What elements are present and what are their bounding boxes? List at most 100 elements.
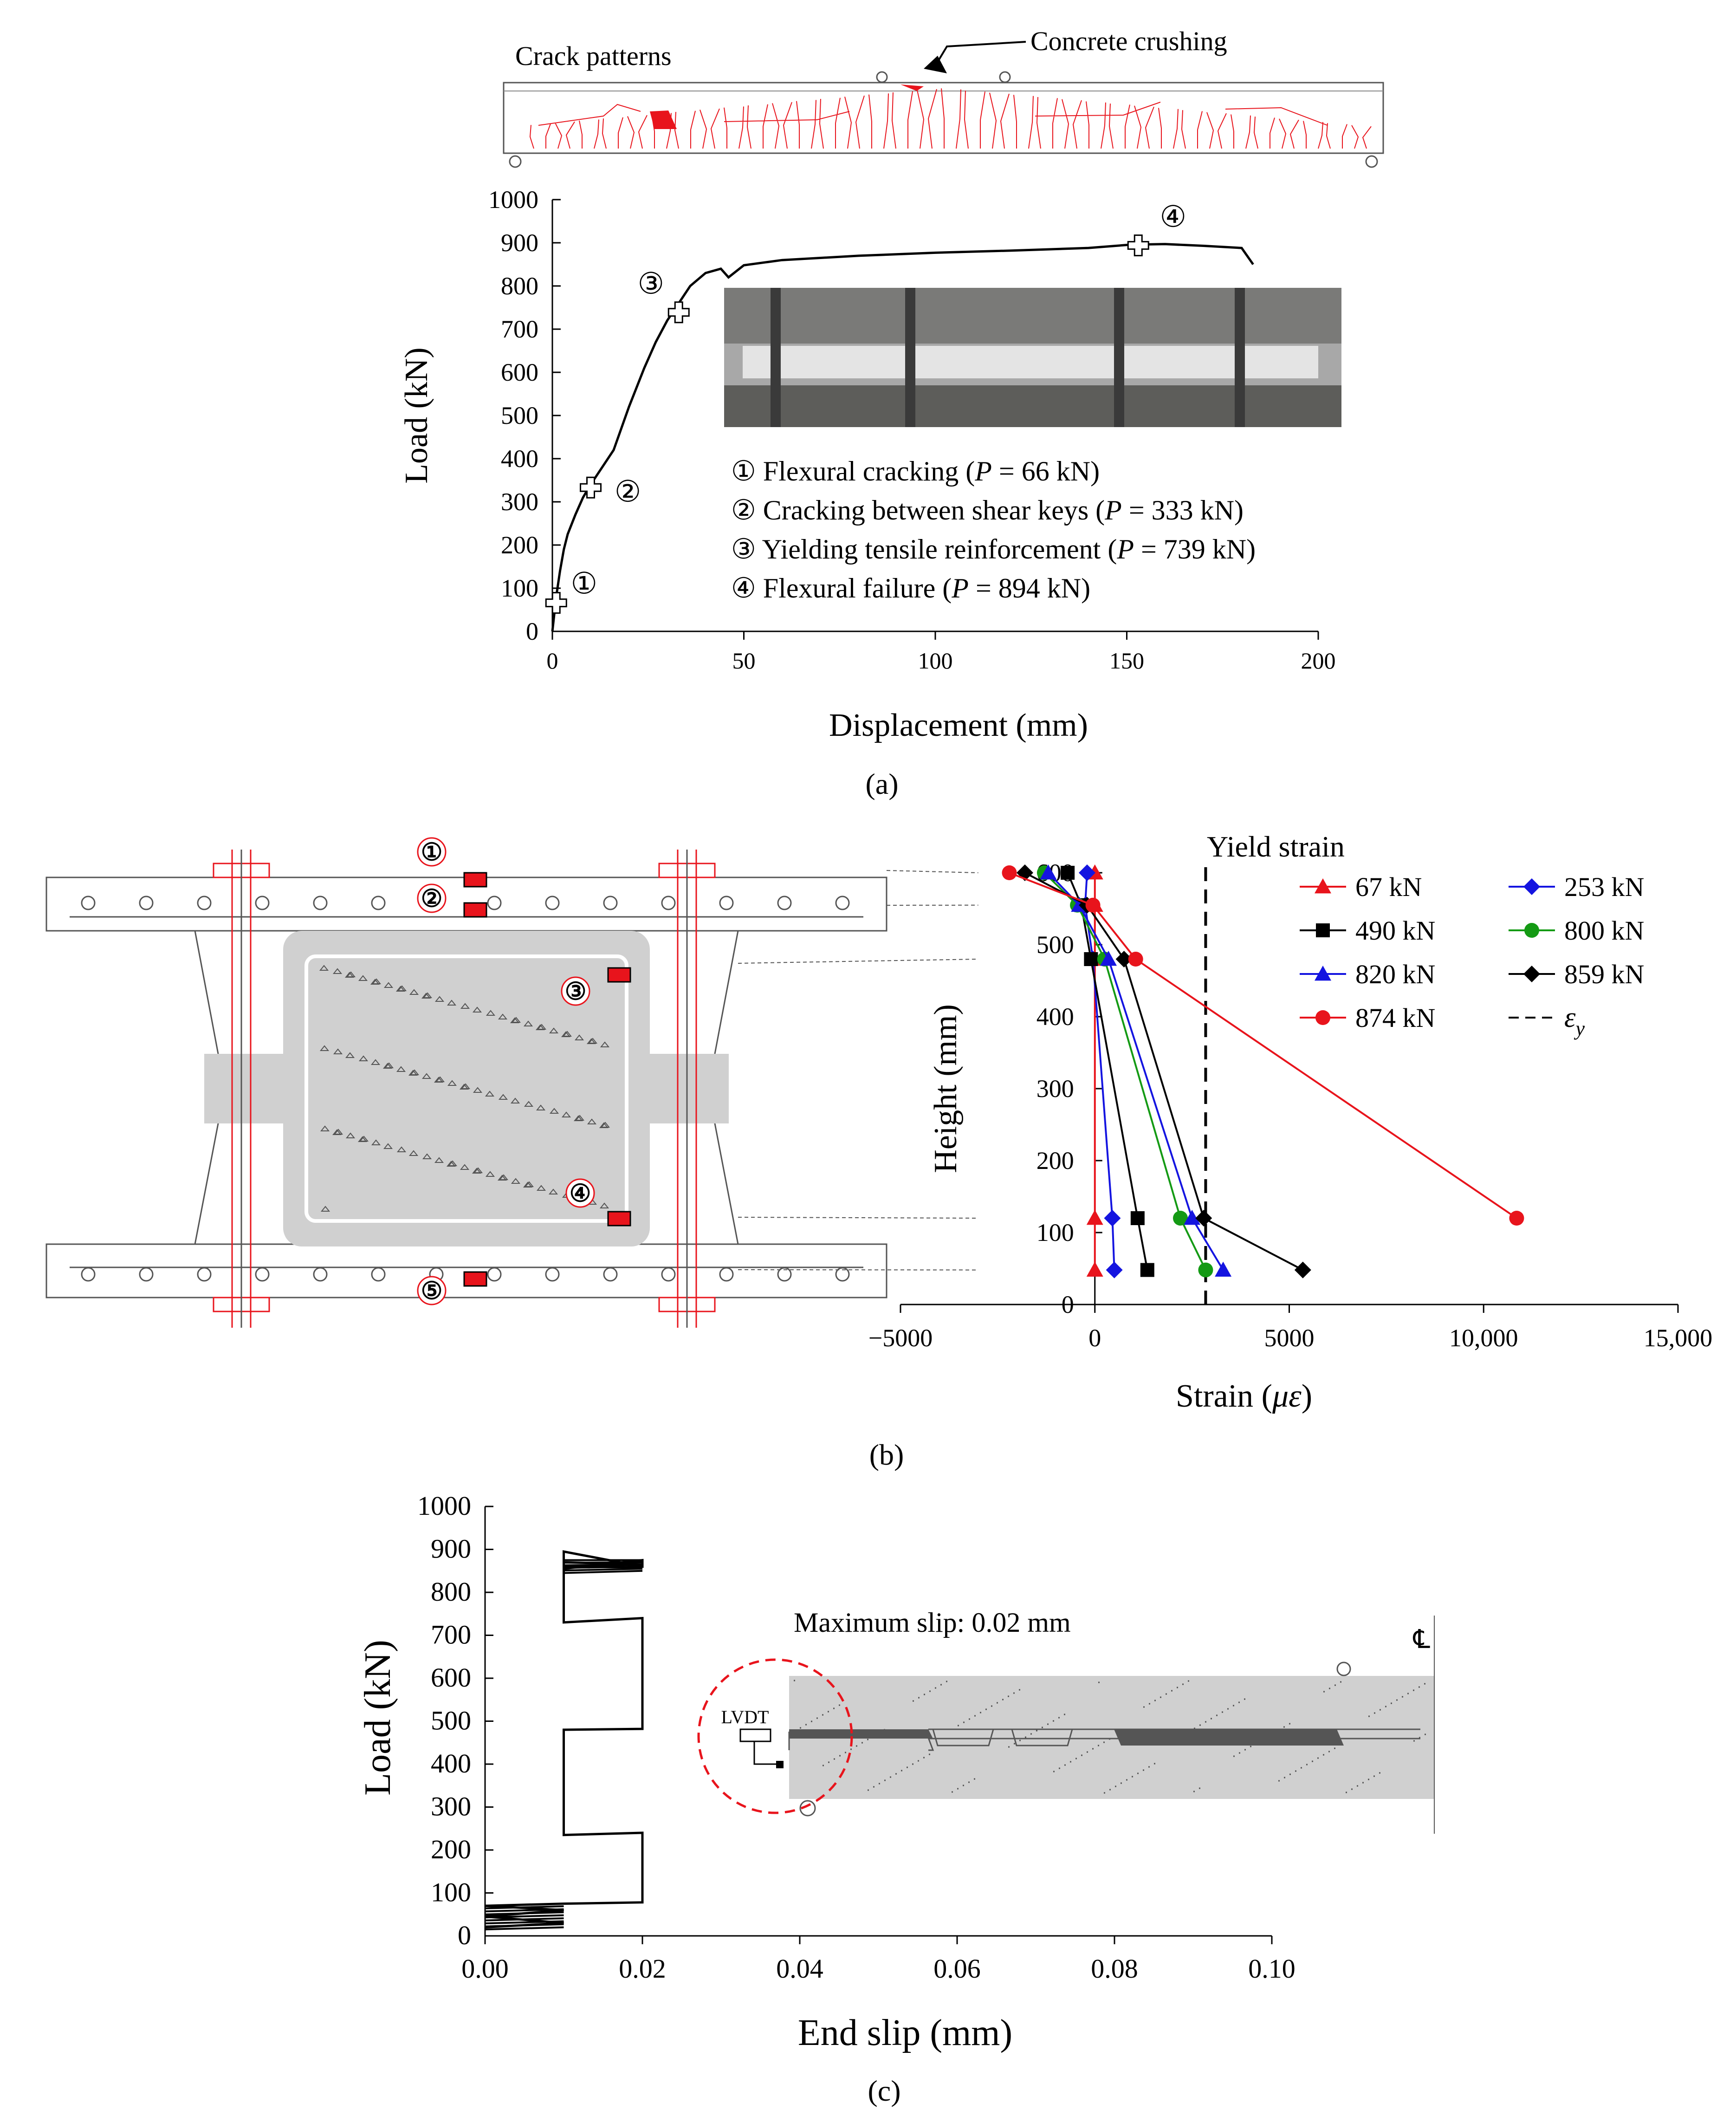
- event-marker: [580, 476, 602, 499]
- strand: [371, 896, 386, 910]
- shear-key-left: [789, 1729, 933, 1739]
- panel-a-label: (a): [865, 767, 898, 800]
- series-line: [1084, 872, 1115, 1270]
- test-photo: [724, 288, 1341, 427]
- series-line: [1067, 872, 1148, 1270]
- x-tick-label: 15,000: [1644, 1324, 1713, 1352]
- series-490-kN: [1061, 866, 1154, 1277]
- strand: [545, 1267, 560, 1282]
- y-tick-label: 300: [1036, 1075, 1074, 1103]
- gauge-label: ④: [570, 1181, 591, 1207]
- series-point: [1106, 1261, 1123, 1279]
- event-description: ② Cracking between shear keys (P = 333 k…: [731, 495, 1244, 526]
- event-marker-label: ①: [571, 567, 597, 600]
- event-description: ① Flexural cracking (P = 66 kN): [731, 456, 1100, 487]
- series-line: [1009, 872, 1517, 1219]
- crack-pattern-diagram: [503, 71, 1384, 168]
- max-slip-label: Maximum slip: 0.02 mm: [794, 1607, 1071, 1638]
- y-tick-label: 900: [501, 229, 538, 257]
- series-point: [1128, 952, 1143, 967]
- strain-gauge: [463, 902, 487, 918]
- series-point: [1085, 897, 1101, 913]
- shear-key-profile: [928, 1728, 1420, 1746]
- legend: 67 kN 253 kN 490 kN 800 kN 820 kN 859 kN 874 k…: [1300, 872, 1644, 1040]
- strand: [661, 1267, 676, 1282]
- series-point: [1140, 1263, 1154, 1277]
- x-tick-label: 10,000: [1449, 1324, 1518, 1352]
- support-left: [509, 155, 522, 168]
- x-tick-label: 0: [547, 648, 558, 674]
- photo-frame-column: [771, 288, 781, 427]
- x-tick-label: 0.00: [461, 1954, 509, 1984]
- y-tick-label: 800: [501, 272, 538, 300]
- strain-gauge: [607, 967, 631, 983]
- y-tick-label: 600: [501, 358, 538, 386]
- spalled-region: [650, 110, 677, 129]
- x-tick-label: 0.06: [933, 1954, 981, 1984]
- strand: [197, 1267, 212, 1282]
- y-tick-label: 400: [501, 445, 538, 473]
- strand: [313, 896, 328, 910]
- series-point: [1084, 952, 1098, 966]
- gauge-label: ②: [421, 886, 443, 912]
- support-right: [1365, 155, 1378, 168]
- gauge-marker: [565, 1178, 595, 1208]
- load-point-left: [876, 71, 888, 83]
- series-point: [1294, 1261, 1311, 1279]
- inset-aggregate: [794, 1680, 1426, 1794]
- series-point: [1079, 864, 1095, 881]
- legend-label: 874 kN: [1355, 1003, 1435, 1033]
- series-point: [1523, 878, 1540, 895]
- event-marker: [1127, 234, 1149, 257]
- lvdt-bracket: [753, 1741, 780, 1765]
- series-point: [1184, 1210, 1201, 1225]
- event-description: ④ Flexural failure (P = 894 kN): [731, 573, 1090, 604]
- event-marker: [667, 301, 690, 324]
- photo-frame-column: [905, 288, 915, 427]
- series-859-kN: [1017, 864, 1311, 1279]
- x-tick-label: 0.02: [619, 1954, 666, 1984]
- gauge-marker: [561, 976, 590, 1006]
- y-tick-label: 700: [431, 1620, 471, 1650]
- crushing-zone: [900, 84, 924, 91]
- x-tick-label: 150: [1109, 648, 1144, 674]
- crushing-arrow-head: [924, 56, 947, 73]
- x-tick-label: 100: [918, 648, 953, 674]
- series-point: [1086, 1210, 1103, 1225]
- strand: [313, 1267, 328, 1282]
- y-tick-label: 1000: [417, 1491, 471, 1521]
- y-tick-label: 200: [1036, 1147, 1074, 1175]
- strain-gauge: [463, 872, 487, 888]
- series-point: [1509, 1211, 1524, 1226]
- series-point: [1086, 1261, 1103, 1277]
- x-tick-label: 0.08: [1091, 1954, 1138, 1984]
- y-tick-label: 0: [1062, 1291, 1074, 1318]
- y-tick-label: 500: [431, 1706, 471, 1736]
- panel-b-label: (b): [869, 1438, 904, 1471]
- crack-patterns-label: Crack patterns: [515, 41, 672, 71]
- x-tick-label: 0: [1088, 1324, 1101, 1352]
- y-axis-title: Load (kN): [357, 1640, 398, 1795]
- y-tick-label: 700: [501, 315, 538, 343]
- event-marker-label: ④: [1160, 201, 1186, 234]
- strand: [719, 1267, 734, 1282]
- gauge-marker: [417, 837, 447, 867]
- strand: [777, 1267, 792, 1282]
- height-leader-line: [738, 959, 978, 964]
- gauge-marker: [417, 883, 447, 913]
- strand: [603, 1267, 618, 1282]
- strand: [139, 896, 154, 910]
- lvdt-target: [776, 1761, 784, 1768]
- x-tick-label: 5000: [1264, 1324, 1315, 1352]
- load-displacement-curve: [551, 243, 1254, 632]
- inset-support: [799, 1800, 816, 1817]
- series-point: [1315, 1010, 1330, 1025]
- gauge-marker: [417, 1276, 447, 1305]
- chart-a: 0 100 200 300 400 500 600 700 800 900 1000 0 50 100 15…: [399, 186, 1341, 743]
- strand: [371, 1267, 386, 1282]
- photo-frame-column: [1235, 288, 1245, 427]
- series-point: [1315, 966, 1331, 981]
- y-axis-title: Load (kN): [399, 347, 434, 484]
- photo-frame-column: [1114, 288, 1124, 427]
